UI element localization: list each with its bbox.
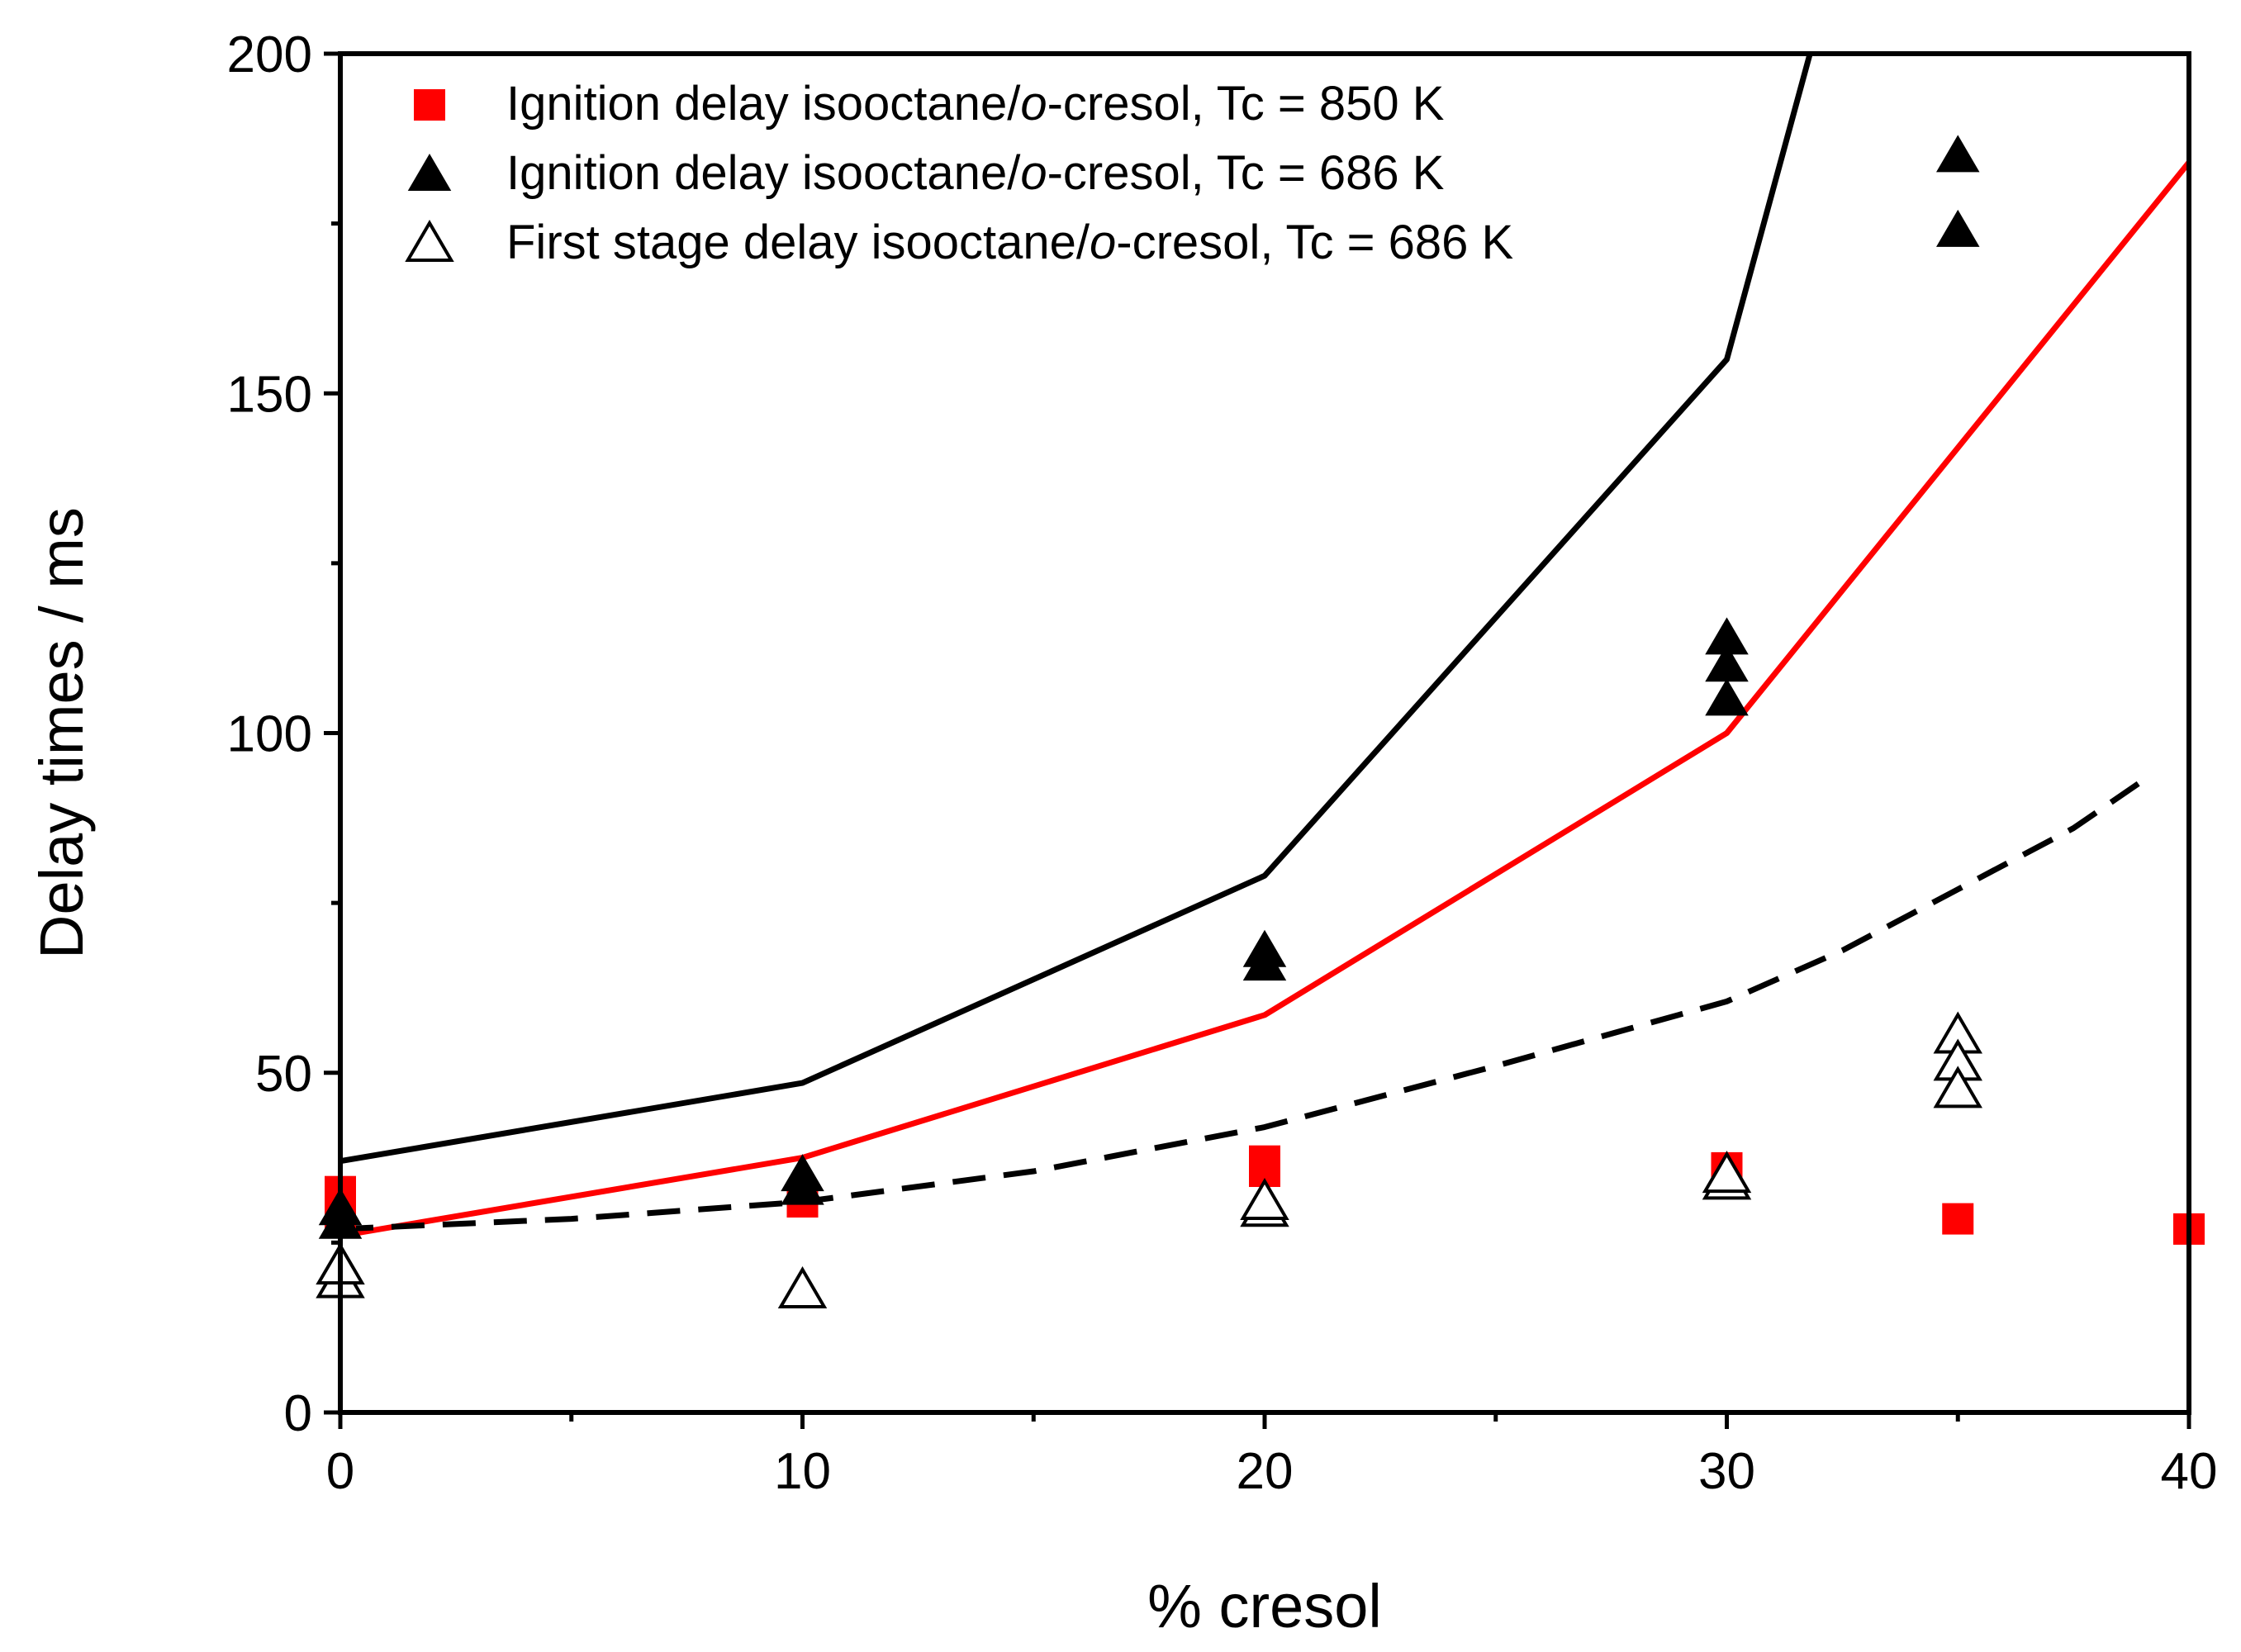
- data-point-triangle-open: [1702, 1151, 1752, 1194]
- data-point-triangle-filled: [1242, 929, 1287, 967]
- y-axis-title: Delay times / ms: [27, 507, 96, 959]
- y-tick-label: 0: [284, 1385, 312, 1442]
- legend-text-suffix: -cresol, Tc = 850 K: [1047, 77, 1445, 131]
- legend-entry-0: Ignition delay isooctane/o-cresol, Tc = …: [506, 77, 1445, 131]
- legend: Ignition delay isooctane/o-cresol, Tc = …: [405, 77, 1513, 269]
- y-tick-label: 50: [255, 1046, 312, 1103]
- legend-entry-1: Ignition delay isooctane/o-cresol, Tc = …: [506, 146, 1445, 200]
- legend-text-suffix: -cresol, Tc = 686 K: [1116, 216, 1513, 269]
- data-point-triangle-filled: [1705, 617, 1749, 655]
- x-tick-label: 20: [1237, 1443, 1294, 1500]
- x-tick-label: 0: [326, 1443, 354, 1500]
- legend-text-suffix: -cresol, Tc = 686 K: [1047, 146, 1445, 200]
- data-points: [316, 135, 2205, 1308]
- legend-marker-triangle-filled: [407, 154, 452, 191]
- data-point-triangle-filled: [781, 1154, 824, 1192]
- data-point-square: [1249, 1145, 1280, 1177]
- model-lines: [340, 54, 2189, 1239]
- legend-text-italic: o: [1020, 77, 1047, 131]
- legend-marker-triangle-open: [405, 220, 454, 262]
- series-line-5: [340, 778, 2145, 1232]
- data-point-triangle-open: [1240, 1178, 1289, 1221]
- legend-entry-2: First stage delay isooctane/o-cresol, Tc…: [506, 216, 1513, 269]
- tick-labels: 0 10 20 30 40 0 50 100 150 200: [227, 26, 2218, 1500]
- data-point-triangle-filled: [1936, 209, 1980, 247]
- series-line-3: [340, 54, 1813, 1165]
- data-point-triangle-filled: [1936, 135, 1980, 173]
- x-tick-label: 30: [1698, 1443, 1755, 1500]
- legend-text-prefix: Ignition delay isooctane/: [506, 77, 1021, 131]
- data-point-triangle-open: [777, 1265, 828, 1308]
- legend-text-prefix: Ignition delay isooctane/: [506, 146, 1021, 200]
- legend-marker-square: [414, 89, 445, 121]
- x-tick-label: 40: [2161, 1443, 2218, 1500]
- data-point-triangle-filled: [1705, 644, 1749, 682]
- y-tick-label: 150: [227, 366, 312, 423]
- legend-text-italic: o: [1090, 216, 1116, 269]
- data-point-square: [1942, 1203, 1974, 1235]
- legend-text-prefix: First stage delay isooctane/: [506, 216, 1090, 269]
- y-tick-label: 200: [227, 26, 312, 83]
- data-point-triangle-open: [1933, 1066, 1982, 1108]
- axis-ticks: [324, 51, 2191, 1429]
- series-line-4: [340, 160, 2189, 1239]
- legend-text-italic: o: [1020, 146, 1047, 200]
- x-axis-title: % cresol: [1147, 1572, 1382, 1640]
- x-tick-label: 10: [774, 1443, 831, 1500]
- data-point-triangle-filled: [1705, 678, 1749, 716]
- y-tick-label: 100: [227, 706, 312, 763]
